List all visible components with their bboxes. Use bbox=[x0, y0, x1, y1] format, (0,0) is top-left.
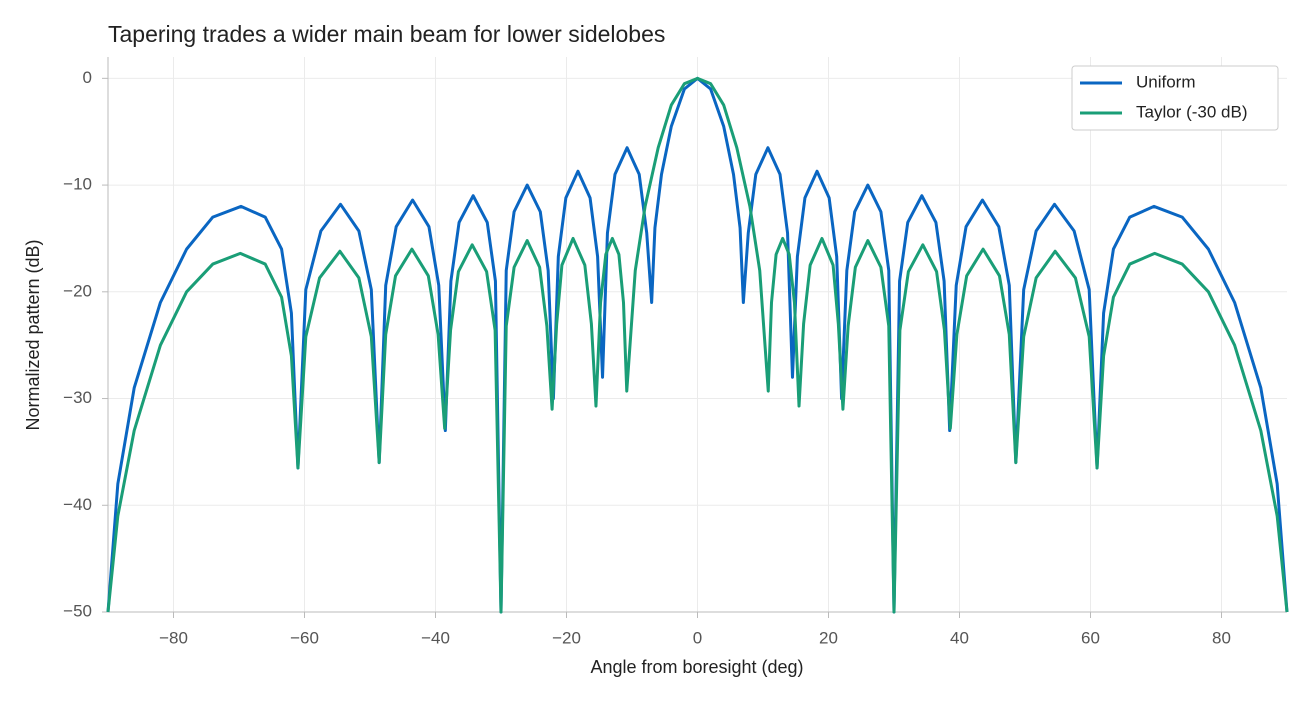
x-tick-label: 20 bbox=[819, 628, 838, 647]
legend-label: Taylor (-30 dB) bbox=[1136, 102, 1247, 121]
y-tick-label: −40 bbox=[63, 495, 92, 514]
y-axis-label: Normalized pattern (dB) bbox=[23, 239, 43, 430]
x-tick-label: 80 bbox=[1212, 628, 1231, 647]
x-axis-label: Angle from boresight (deg) bbox=[590, 657, 803, 677]
y-tick-label: −10 bbox=[63, 175, 92, 194]
legend: Uniform Taylor (-30 dB) bbox=[1071, 65, 1279, 131]
x-tick-label: −40 bbox=[421, 628, 450, 647]
x-tick-label: −60 bbox=[290, 628, 319, 647]
legend-box bbox=[1071, 65, 1279, 131]
legend-label: Uniform bbox=[1136, 72, 1196, 91]
chart-title: Tapering trades a wider main beam for lo… bbox=[108, 21, 665, 47]
y-tick-label: −50 bbox=[63, 601, 92, 620]
x-tick-label: 60 bbox=[1081, 628, 1100, 647]
x-tick-label: 0 bbox=[693, 628, 702, 647]
y-tick-label: −30 bbox=[63, 388, 92, 407]
x-tick-label: −80 bbox=[159, 628, 188, 647]
y-tick-label: −20 bbox=[63, 281, 92, 300]
x-tick-label: 40 bbox=[950, 628, 969, 647]
x-tick-label: −20 bbox=[552, 628, 581, 647]
y-tick-label: 0 bbox=[83, 68, 92, 87]
series-line bbox=[106, 76, 1289, 614]
